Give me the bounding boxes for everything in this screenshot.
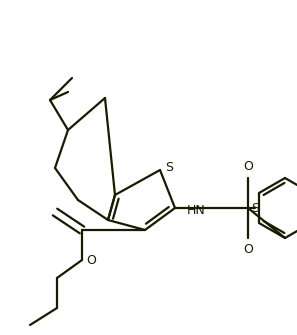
Text: O: O [86,254,96,267]
Text: O: O [243,160,253,173]
Text: HN: HN [187,203,206,216]
Text: S: S [165,160,173,174]
Text: O: O [243,243,253,256]
Text: S: S [251,201,259,214]
